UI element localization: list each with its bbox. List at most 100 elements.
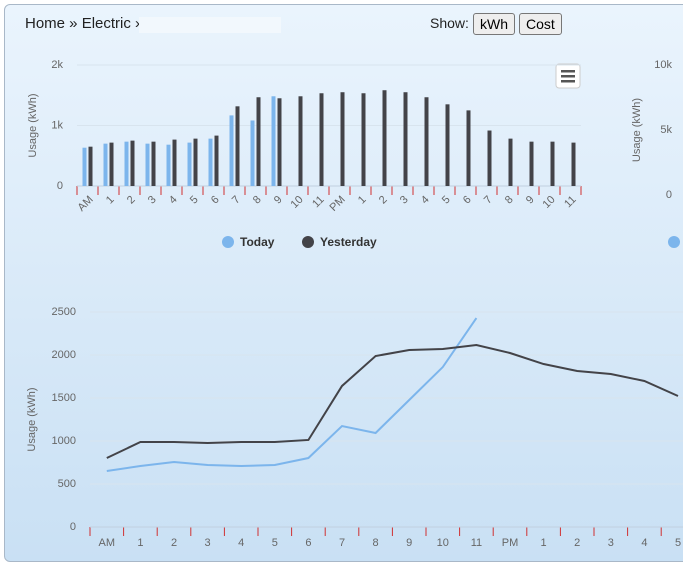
bar — [382, 90, 387, 186]
cost-button[interactable]: Cost — [519, 13, 562, 35]
x-tick-label: 5 — [272, 537, 278, 549]
x-tick-label: 11 — [562, 194, 579, 211]
x-tick-label: 1 — [541, 537, 547, 549]
y2-tick-label: 0 — [666, 189, 672, 201]
bar — [166, 144, 171, 186]
bar — [250, 120, 255, 186]
bar — [214, 135, 219, 186]
x-tick-label: 9 — [524, 194, 537, 207]
legend-label: Today — [240, 235, 275, 249]
x-tick-label: 8 — [373, 537, 379, 549]
legend-label: Yesterday — [320, 235, 377, 249]
x-tick-label: 4 — [641, 537, 647, 549]
y-tick-label: 2k — [51, 59, 63, 71]
y2-axis-title: Usage (kWh) — [631, 98, 643, 162]
x-tick-label: 7 — [339, 537, 345, 549]
bar — [508, 138, 513, 186]
bar — [151, 141, 156, 186]
x-tick-label: 10 — [437, 537, 449, 549]
breadcrumb[interactable]: Home » Electric » — [25, 15, 144, 32]
bar — [529, 141, 534, 186]
bar — [229, 115, 234, 186]
x-tick-label: 7 — [230, 194, 243, 207]
x-tick-label: 2 — [125, 194, 138, 207]
x-tick-label: AM — [76, 194, 96, 214]
bar — [571, 142, 576, 186]
x-tick-label: 4 — [238, 537, 244, 549]
x-tick-label: PM — [502, 537, 519, 549]
x-tick-label: 1 — [356, 194, 369, 207]
y-tick-label: 2000 — [52, 349, 76, 361]
x-tick-label: 4 — [167, 194, 180, 207]
x-tick-label: 9 — [272, 194, 285, 207]
x-tick-label: 6 — [461, 194, 474, 207]
x-tick-label: 3 — [608, 537, 614, 549]
bar — [550, 141, 555, 186]
x-tick-label: 8 — [251, 194, 264, 207]
menu-button[interactable] — [555, 63, 581, 89]
y-tick-label: 2500 — [52, 306, 76, 318]
bar — [277, 98, 282, 186]
y-axis-title: Usage (kWh) — [27, 93, 39, 157]
y-tick-label: 500 — [58, 478, 76, 490]
y-tick-label: 1k — [51, 119, 63, 131]
x-tick-label: PM — [328, 194, 348, 214]
bar — [424, 97, 429, 186]
x-tick-label: 3 — [146, 194, 159, 207]
y-tick-label: 1000 — [52, 435, 76, 447]
x-tick-label: 3 — [205, 537, 211, 549]
bar — [340, 92, 345, 186]
x-tick-label: 2 — [171, 537, 177, 549]
bar — [193, 138, 198, 186]
y2-tick-label: 10k — [654, 59, 672, 71]
x-tick-label: 5 — [675, 537, 681, 549]
x-tick-label: 5 — [188, 194, 201, 207]
line — [106, 317, 478, 473]
bar — [187, 142, 192, 186]
x-tick-label: 5 — [440, 194, 453, 207]
x-tick-label: 10 — [541, 194, 558, 211]
x-tick-label: 1 — [104, 194, 117, 207]
x-tick-label: 11 — [471, 537, 482, 549]
legend-marker[interactable] — [668, 236, 680, 248]
bar — [208, 138, 213, 186]
x-tick-label: 6 — [305, 537, 311, 549]
bar — [271, 96, 276, 186]
bar — [172, 139, 177, 186]
bar — [124, 141, 129, 186]
bar — [403, 92, 408, 186]
bar — [109, 142, 114, 186]
x-tick-label: 7 — [482, 194, 495, 207]
bar — [145, 143, 150, 186]
x-tick-label: 3 — [398, 194, 411, 207]
bar — [487, 130, 492, 186]
bar — [256, 97, 261, 186]
bar — [361, 93, 366, 186]
x-tick-label: 2 — [574, 537, 580, 549]
bar — [445, 104, 450, 186]
x-tick-label: 9 — [406, 537, 412, 549]
bar — [319, 93, 324, 186]
bar — [130, 140, 135, 186]
x-tick-label: 2 — [377, 194, 390, 207]
bar — [466, 110, 471, 186]
bar — [88, 146, 93, 186]
y2-tick-label: 5k — [660, 124, 672, 136]
x-tick-label: 6 — [209, 194, 222, 207]
x-tick-label: 1 — [137, 537, 143, 549]
bar — [103, 143, 108, 186]
show-label: Show: — [430, 15, 469, 31]
legend-marker — [302, 236, 314, 248]
kwh-button[interactable]: kWh — [473, 13, 515, 35]
y-axis-title: Usage (kWh) — [26, 387, 38, 451]
bar — [298, 96, 303, 186]
y-tick-label: 0 — [57, 180, 63, 192]
bar — [235, 106, 240, 186]
x-tick-label: 4 — [419, 194, 432, 207]
y-tick-label: 1500 — [52, 392, 76, 404]
legend-marker — [222, 236, 234, 248]
x-tick-label: 11 — [310, 194, 327, 211]
x-tick-label: AM — [99, 537, 116, 549]
line — [106, 344, 679, 459]
